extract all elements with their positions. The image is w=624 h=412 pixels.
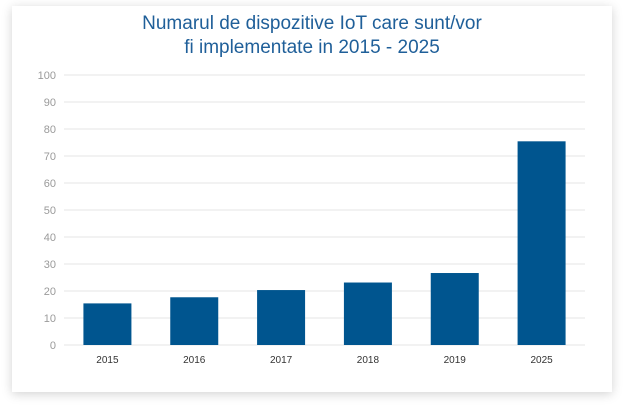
bar-2019	[430, 273, 479, 345]
title-line-1: Numarul de dispozitive IoT care sunt/vor	[142, 13, 482, 34]
y-tick-label: 100	[38, 70, 56, 82]
x-tick-label: 2017	[270, 355, 293, 366]
bar-2015	[83, 303, 132, 345]
bar-2018	[343, 282, 392, 345]
bar-2016	[170, 297, 219, 345]
bar-2025	[517, 141, 566, 345]
y-tick-label: 30	[44, 259, 56, 271]
x-tick-label: 2016	[183, 355, 206, 366]
chart-title: Numarul de dispozitive IoT care sunt/vor…	[0, 12, 624, 60]
y-tick-label: 10	[44, 313, 56, 325]
x-tick-label: 2019	[444, 355, 467, 366]
y-tick-label: 90	[44, 97, 56, 109]
title-line-2: fi implementate in 2015 - 2025	[184, 37, 440, 58]
bar-2017	[257, 290, 306, 345]
y-tick-label: 60	[44, 178, 56, 190]
x-tick-label: 2025	[530, 355, 553, 366]
y-tick-label: 50	[44, 205, 56, 217]
y-tick-label: 20	[44, 286, 56, 298]
y-tick-label: 70	[44, 151, 56, 163]
y-tick-label: 80	[44, 124, 56, 136]
y-tick-label: 40	[44, 232, 56, 244]
x-tick-label: 2018	[357, 355, 380, 366]
y-tick-label: 0	[50, 340, 56, 352]
x-tick-label: 2015	[96, 355, 119, 366]
